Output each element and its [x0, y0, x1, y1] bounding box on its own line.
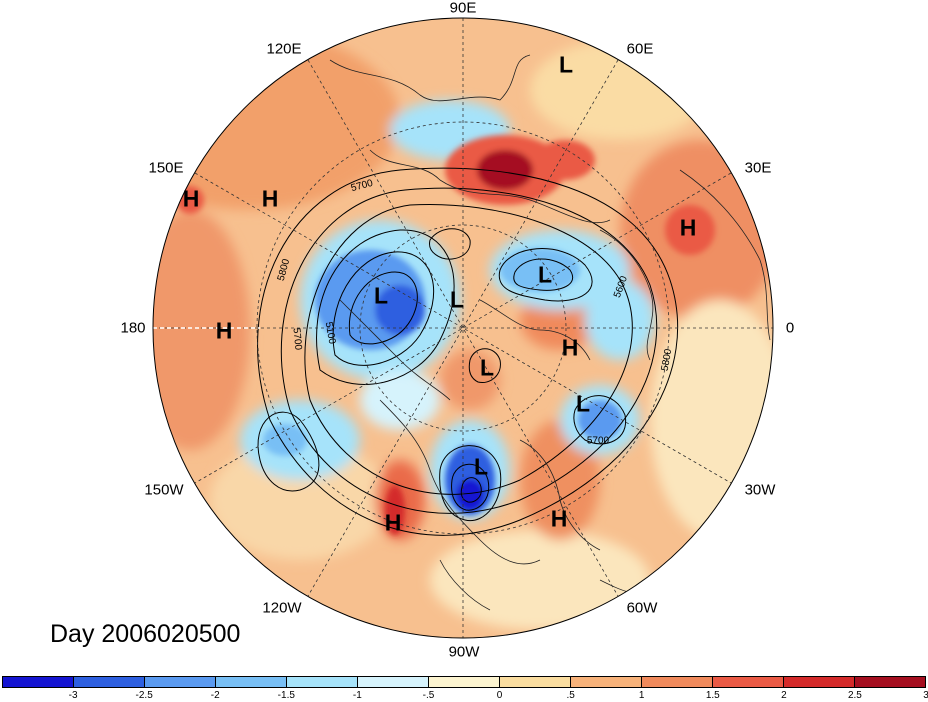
lon-label-0: 0	[785, 319, 795, 337]
colorbar-segment	[3, 677, 74, 687]
colorbar-segment	[500, 677, 571, 687]
colorbar	[2, 676, 926, 688]
colorbar-tick-label: 1.5	[705, 690, 720, 701]
pressure-center-label: L	[537, 261, 553, 288]
pressure-center-label: H	[561, 334, 579, 361]
height-contours	[257, 167, 679, 536]
colorbar-tick-label: 2.5	[847, 690, 862, 701]
colorbar-tick-label: -1	[352, 690, 362, 701]
pressure-center-label: H	[384, 509, 402, 536]
lon-label-90w: 90W	[448, 643, 480, 661]
colorbar-tick-label: -3	[68, 690, 78, 701]
colorbar-tick-label: 2	[781, 690, 787, 701]
lon-label-90e: 90E	[449, 0, 477, 17]
colorbar-tick-label: -2	[210, 690, 220, 701]
colorbar-segment	[74, 677, 145, 687]
pressure-center-label: L	[473, 453, 489, 480]
pressure-center-label: L	[373, 282, 389, 309]
pressure-center-label: H	[679, 214, 697, 241]
colorbar-segment	[429, 677, 500, 687]
pressure-center-label: L	[449, 286, 465, 313]
pressure-center-label: L	[479, 354, 495, 381]
pressure-center-label: H	[550, 505, 568, 532]
pressure-center-label: L	[575, 390, 591, 417]
graticule	[153, 18, 773, 638]
colorbar-segment	[784, 677, 855, 687]
pressure-center-label: L	[558, 51, 574, 78]
colorbar-tick-label: 1	[638, 690, 645, 701]
colorbar-tick-label: .5	[566, 690, 575, 701]
lon-label-30w: 30W	[744, 481, 776, 499]
pressure-center-label: H	[215, 317, 233, 344]
contour-label: 5700	[290, 327, 304, 351]
pressure-center-label: H	[182, 185, 200, 212]
map-title: Day 2006020500	[50, 620, 241, 648]
lon-label-30e: 30E	[744, 159, 772, 177]
contour-label: 5700	[586, 435, 610, 447]
colorbar-tick-label: 3	[923, 690, 928, 701]
colorbar-segment	[216, 677, 287, 687]
colorbar-segment	[287, 677, 358, 687]
colorbar-segment	[855, 677, 925, 687]
map-boundary	[152, 17, 774, 639]
colorbar-segment	[642, 677, 713, 687]
colorbar-segment	[358, 677, 429, 687]
coastlines	[329, 54, 771, 611]
lon-label-60e: 60E	[626, 40, 654, 58]
lon-label-150e: 150E	[148, 159, 184, 177]
colorbar-segment	[571, 677, 642, 687]
colorbar-tick-label: -1.5	[277, 690, 295, 701]
colorbar-tick-label: 0	[496, 690, 503, 701]
lon-label-120w: 120W	[262, 599, 302, 617]
colorbar-segment	[713, 677, 784, 687]
colorbar-segment	[145, 677, 216, 687]
lon-label-150w: 150W	[144, 481, 184, 499]
anomaly-field	[153, 18, 773, 638]
colorbar-tick-label: -2.5	[135, 690, 153, 701]
colorbar-tick-label: -.5	[422, 690, 435, 701]
lon-label-180: 180	[120, 319, 146, 337]
lon-label-120e: 120E	[266, 40, 302, 58]
lon-label-60w: 60W	[626, 599, 658, 617]
pressure-center-label: H	[261, 185, 279, 212]
